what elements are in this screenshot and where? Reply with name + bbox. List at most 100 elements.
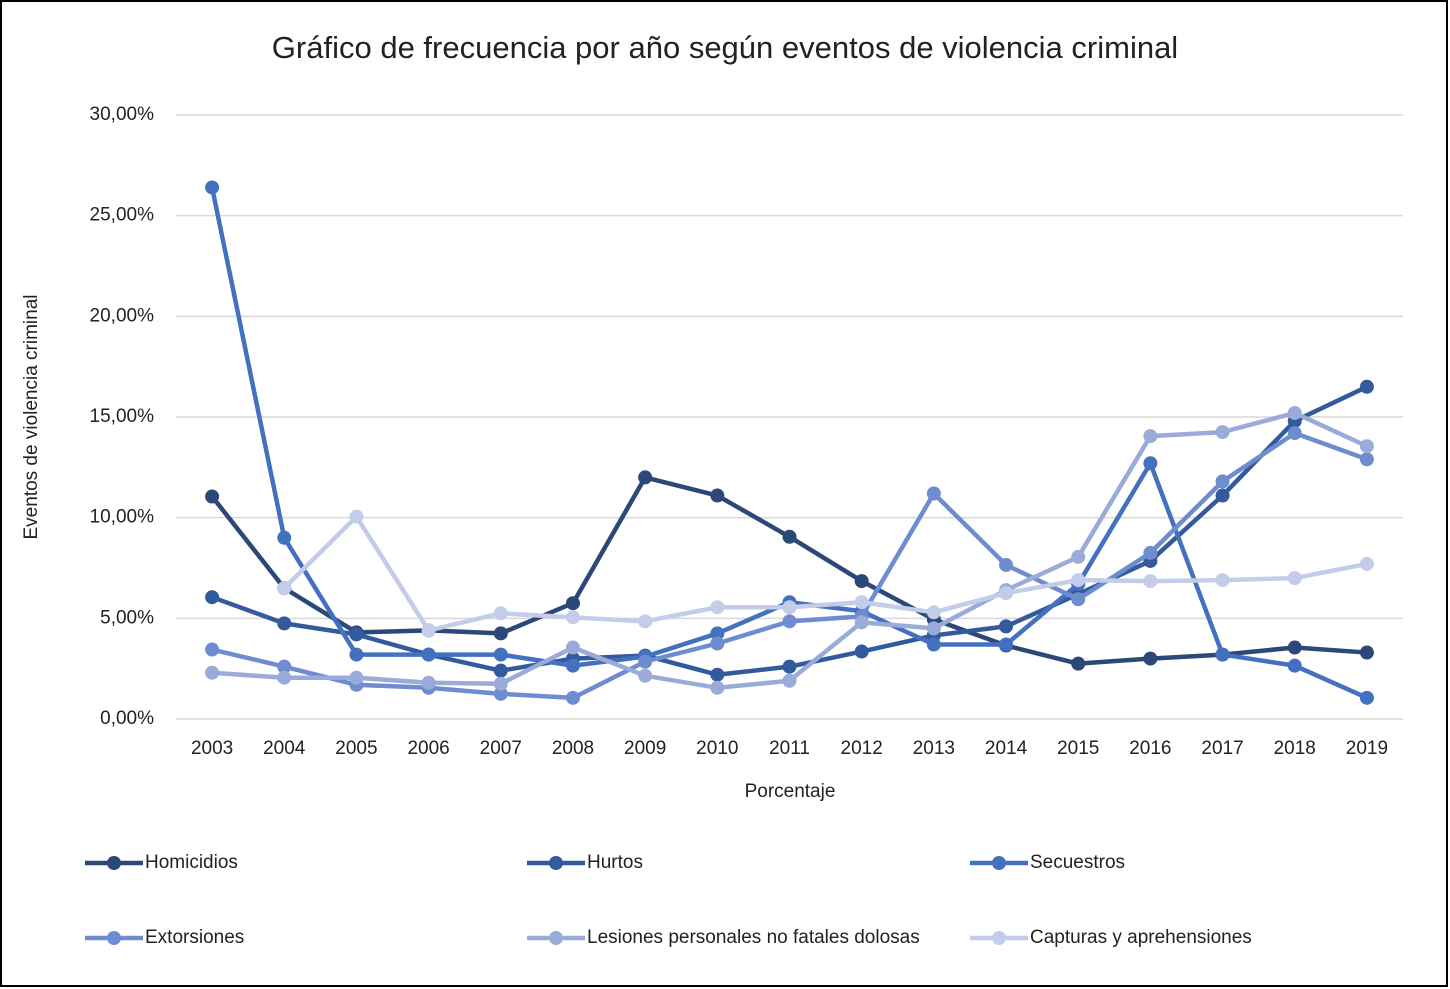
x-tick-label: 2015 bbox=[1057, 738, 1099, 759]
y-tick-label: 5,00% bbox=[100, 607, 154, 628]
data-point bbox=[1143, 429, 1158, 444]
legend-label: Secuestros bbox=[1030, 852, 1125, 873]
legend-marker bbox=[549, 856, 563, 870]
data-point bbox=[1287, 405, 1302, 420]
data-point bbox=[565, 610, 580, 625]
y-tick-label: 20,00% bbox=[90, 305, 155, 326]
data-point bbox=[1071, 549, 1086, 564]
x-tick-label: 2003 bbox=[191, 738, 233, 759]
data-point bbox=[205, 665, 220, 680]
data-point bbox=[926, 637, 941, 652]
data-point bbox=[710, 636, 725, 651]
data-point bbox=[926, 621, 941, 636]
data-point bbox=[710, 667, 725, 682]
data-point bbox=[277, 530, 292, 545]
data-point bbox=[565, 640, 580, 655]
y-axis-label: Eventos de violencia criminal bbox=[21, 294, 42, 539]
data-point bbox=[710, 600, 725, 615]
legend-marker bbox=[549, 931, 563, 945]
data-point bbox=[1071, 592, 1086, 607]
y-tick-label: 0,00% bbox=[100, 708, 154, 729]
data-point bbox=[277, 581, 292, 596]
data-point bbox=[1287, 640, 1302, 655]
data-point bbox=[926, 486, 941, 501]
data-point bbox=[782, 614, 797, 629]
data-point bbox=[421, 675, 436, 690]
x-axis-label: Porcentaje bbox=[745, 781, 836, 802]
data-point bbox=[1215, 647, 1230, 662]
data-point bbox=[205, 642, 220, 657]
data-point bbox=[1215, 425, 1230, 440]
x-tick-label: 2018 bbox=[1274, 738, 1316, 759]
data-point bbox=[1359, 690, 1374, 705]
data-point bbox=[638, 654, 653, 669]
y-tick-label: 15,00% bbox=[90, 406, 155, 427]
data-point bbox=[1143, 574, 1158, 589]
data-point bbox=[1143, 651, 1158, 666]
data-point bbox=[999, 586, 1014, 601]
data-point bbox=[999, 619, 1014, 634]
data-point bbox=[710, 626, 725, 641]
data-point bbox=[1287, 658, 1302, 673]
legend-label: Extorsiones bbox=[145, 927, 244, 948]
x-tick-label: 2012 bbox=[841, 738, 883, 759]
data-point bbox=[710, 680, 725, 695]
legend-label: Capturas y aprehensiones bbox=[1030, 927, 1252, 948]
data-point bbox=[205, 489, 220, 504]
data-point bbox=[1215, 474, 1230, 489]
data-point bbox=[493, 686, 508, 701]
data-point bbox=[493, 676, 508, 691]
data-point bbox=[1143, 456, 1158, 471]
legend-marker bbox=[107, 931, 121, 945]
x-tick-label: 2017 bbox=[1201, 738, 1243, 759]
x-tick-label: 2011 bbox=[769, 738, 810, 759]
x-tick-label: 2014 bbox=[985, 738, 1028, 759]
x-tick-label: 2004 bbox=[263, 738, 306, 759]
y-tick-label: 10,00% bbox=[90, 507, 155, 528]
data-point bbox=[638, 470, 653, 485]
data-point bbox=[854, 615, 869, 630]
legend-label: Homicidios bbox=[145, 852, 238, 873]
legend-marker bbox=[992, 856, 1006, 870]
data-point bbox=[421, 647, 436, 662]
data-point bbox=[349, 627, 364, 642]
data-point bbox=[1359, 439, 1374, 454]
y-tick-label: 25,00% bbox=[90, 205, 155, 226]
legend-marker bbox=[992, 931, 1006, 945]
x-tick-label: 2006 bbox=[407, 738, 449, 759]
data-point bbox=[1287, 426, 1302, 441]
chart-title: Gráfico de frecuencia por año según even… bbox=[272, 30, 1178, 65]
data-point bbox=[999, 557, 1014, 572]
data-point bbox=[493, 606, 508, 621]
data-point bbox=[1287, 571, 1302, 586]
data-point bbox=[782, 673, 797, 688]
data-point bbox=[493, 663, 508, 678]
x-tick-label: 2019 bbox=[1346, 738, 1388, 759]
x-tick-label: 2016 bbox=[1129, 738, 1171, 759]
data-point bbox=[565, 690, 580, 705]
data-point bbox=[277, 616, 292, 631]
data-point bbox=[1359, 379, 1374, 394]
data-point bbox=[1215, 573, 1230, 588]
data-point bbox=[782, 529, 797, 544]
data-point bbox=[1359, 452, 1374, 467]
series-line bbox=[282, 514, 1368, 633]
data-point bbox=[854, 595, 869, 610]
data-point bbox=[349, 670, 364, 685]
data-point bbox=[277, 670, 292, 685]
data-point bbox=[638, 614, 653, 629]
legend-label: Lesiones personales no fatales dolosas bbox=[587, 927, 920, 948]
data-point bbox=[782, 600, 797, 615]
data-point bbox=[565, 658, 580, 673]
x-tick-label: 2007 bbox=[480, 738, 522, 759]
data-point bbox=[421, 623, 436, 638]
data-point bbox=[493, 626, 508, 641]
x-tick-label: 2008 bbox=[552, 738, 594, 759]
legend-marker bbox=[107, 856, 121, 870]
data-point bbox=[710, 488, 725, 503]
data-point bbox=[638, 668, 653, 683]
data-point bbox=[565, 596, 580, 611]
data-point bbox=[999, 637, 1014, 652]
